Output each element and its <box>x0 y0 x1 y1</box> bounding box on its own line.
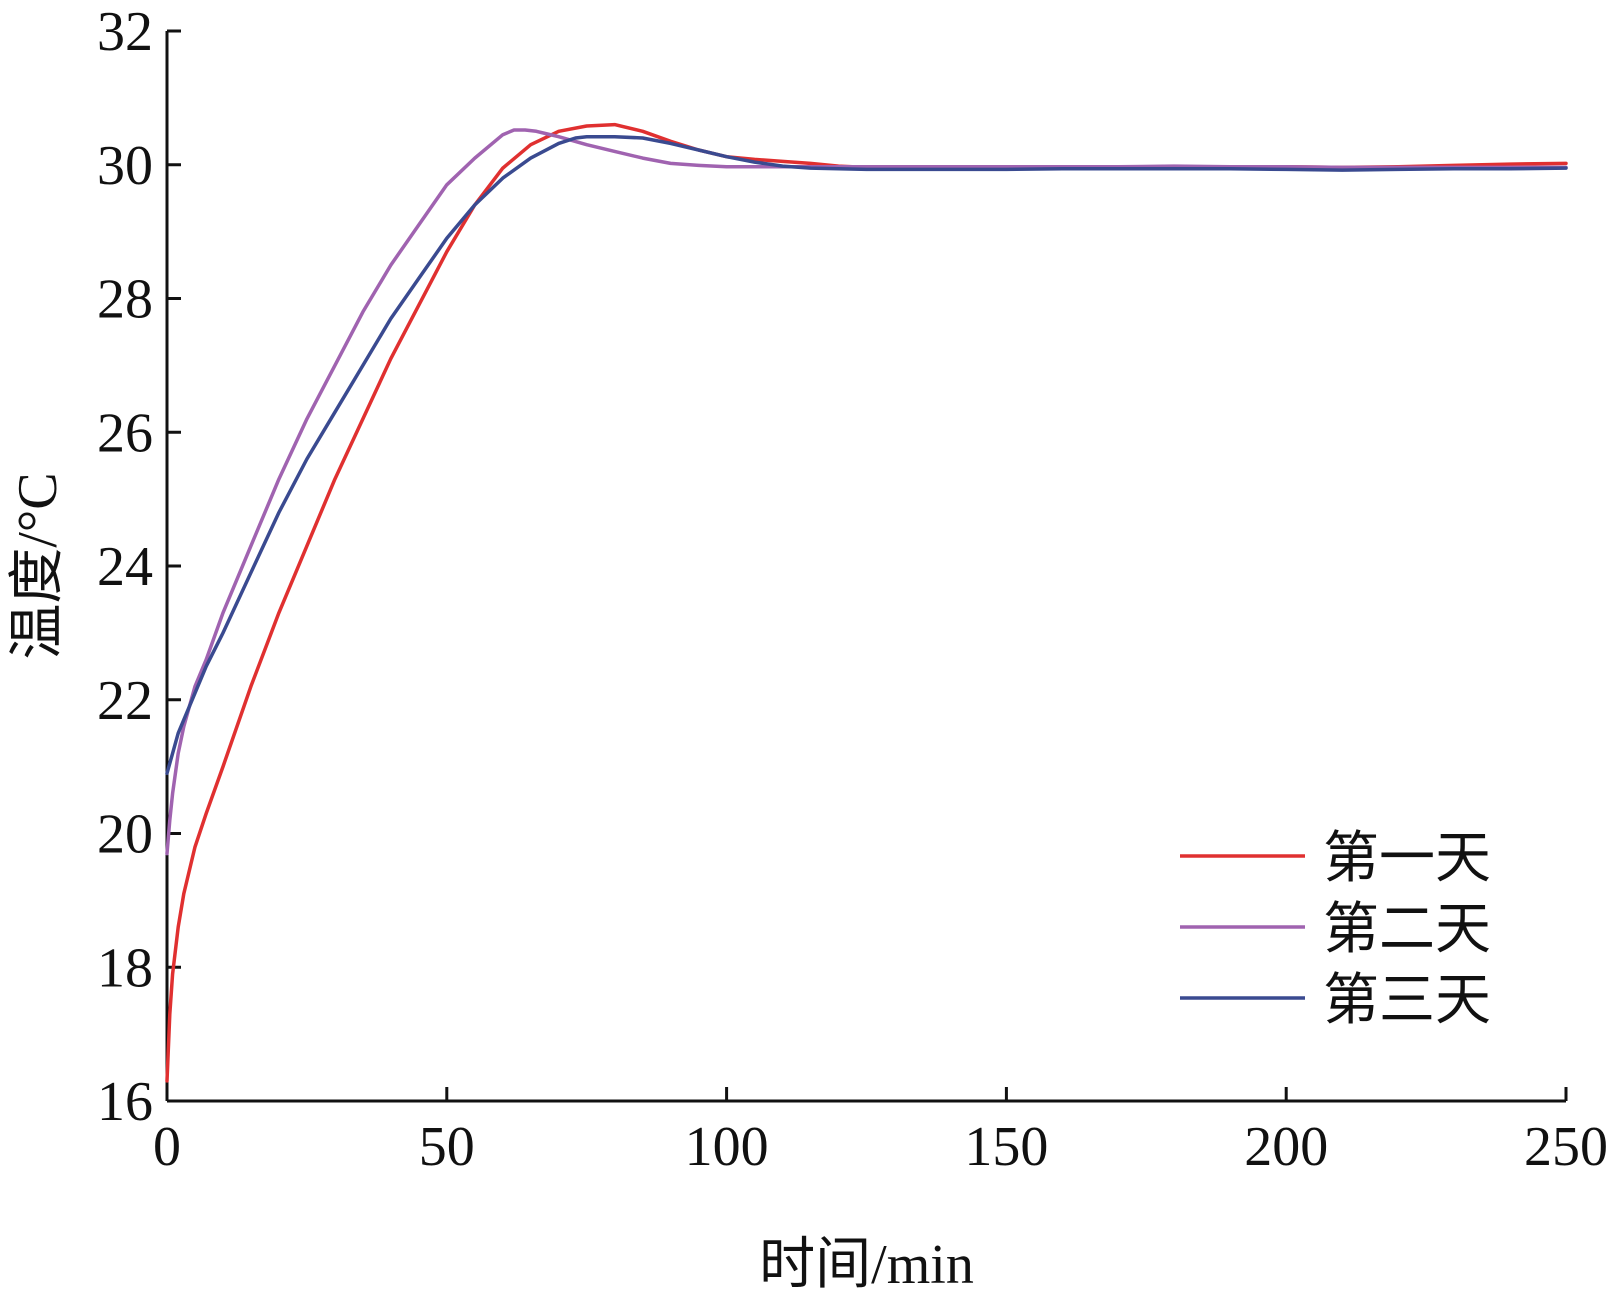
x-tick-label: 50 <box>419 1116 475 1178</box>
legend-label: 第二天 <box>1323 899 1491 961</box>
y-tick-label: 16 <box>97 1071 153 1133</box>
x-tick-label: 0 <box>153 1116 181 1178</box>
y-tick-label: 30 <box>97 135 153 197</box>
x-tick-label: 100 <box>685 1116 769 1178</box>
y-axis-title: 温度/°C <box>7 472 69 659</box>
axes: 16 18 20 22 24 26 28 30 32 0 50 100 150 200 250 <box>97 1 1608 1178</box>
y-tick-label: 32 <box>97 1 153 63</box>
y-tick-label: 28 <box>97 269 153 331</box>
series-line <box>165 134 1568 776</box>
series-layer <box>165 122 1568 1083</box>
x-tick-label: 250 <box>1524 1116 1608 1178</box>
x-tick-label: 150 <box>964 1116 1048 1178</box>
x-axis-title: 时间/min <box>759 1234 974 1296</box>
y-tick-label: 20 <box>97 804 153 866</box>
y-tick-label: 26 <box>97 402 153 464</box>
y-tick-label: 24 <box>97 536 153 598</box>
y-tick-label: 22 <box>97 670 153 732</box>
x-tick-label: 200 <box>1244 1116 1328 1178</box>
series-line <box>165 128 1568 856</box>
legend-label: 第一天 <box>1323 828 1491 890</box>
y-tick-label: 18 <box>97 937 153 999</box>
legend-label: 第三天 <box>1323 970 1491 1032</box>
